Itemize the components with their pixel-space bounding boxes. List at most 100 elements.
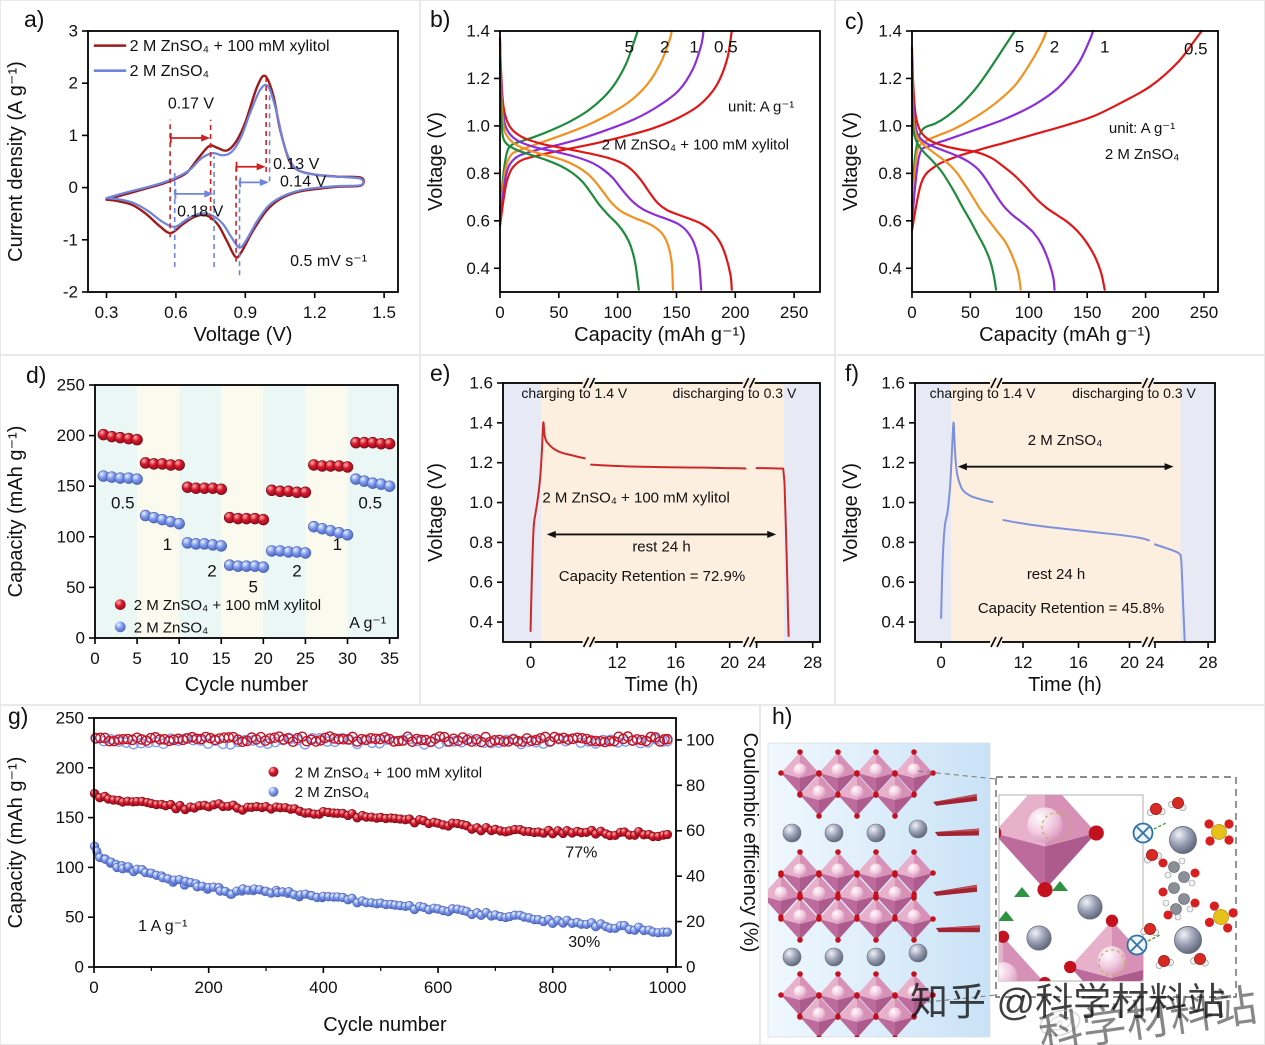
svg-text:150: 150: [56, 808, 84, 827]
chart-f-rest-baseline: charging to 1.4 V discharging to 0.3 V 2 M…: [840, 374, 1218, 697]
svg-text:15: 15: [212, 649, 231, 668]
svg-text:1.0: 1.0: [469, 493, 493, 512]
svg-text:100: 100: [56, 858, 84, 877]
svg-text:1.4: 1.4: [881, 413, 905, 432]
panel-b-label: b): [430, 6, 451, 32]
svg-text:Capacity Retention = 45.8%: Capacity Retention = 45.8%: [978, 600, 1164, 617]
svg-text:0: 0: [526, 653, 535, 672]
svg-text:1000: 1000: [648, 978, 686, 997]
svg-text:0.3: 0.3: [95, 303, 119, 322]
svg-text:Cycle number: Cycle number: [185, 674, 309, 696]
svg-text:1.4: 1.4: [466, 22, 490, 41]
svg-text:2 M ZnSO₄: 2 M ZnSO₄: [130, 63, 209, 80]
svg-text:0: 0: [76, 629, 85, 648]
svg-text:0: 0: [69, 178, 78, 197]
svg-text:100: 100: [57, 527, 85, 546]
svg-text:1.6: 1.6: [469, 374, 493, 393]
chart-g-cycling: 1 A g⁻¹ 77% 30% 2 M ZnSO₄ + 100 mM xylitol 2…: [5, 709, 760, 1037]
svg-text:-1: -1: [63, 230, 78, 249]
panel-a-cv-curves: 0.17 V 0.18 V 0.13 V 0.14 V 0.5 mV s⁻¹ 2 M Zn…: [0, 0, 420, 355]
svg-text:1.0: 1.0: [466, 116, 490, 135]
svg-text:Current density (A g⁻¹): Current density (A g⁻¹): [5, 61, 27, 262]
layered-crystal-structure: [767, 742, 991, 1038]
svg-text:2 M ZnSO₄ + 100 mM xylitol: 2 M ZnSO₄ + 100 mM xylitol: [295, 764, 482, 781]
svg-text:2: 2: [292, 561, 301, 580]
panel-g-cycling-stability: 1 A g⁻¹ 77% 30% 2 M ZnSO₄ + 100 mM xylitol 2…: [0, 705, 760, 1045]
svg-text:unit: A g⁻¹: unit: A g⁻¹: [728, 99, 794, 116]
svg-text:0.6: 0.6: [164, 303, 188, 322]
svg-text:0: 0: [89, 978, 98, 997]
svg-text:35: 35: [380, 649, 399, 668]
svg-text:1.4: 1.4: [469, 413, 493, 432]
svg-text:1.6: 1.6: [881, 374, 905, 393]
svg-text:rest 24 h: rest 24 h: [632, 538, 690, 555]
svg-text:10: 10: [170, 649, 189, 668]
svg-text:Cycle number: Cycle number: [323, 1014, 447, 1036]
svg-text:20: 20: [254, 649, 273, 668]
panel-d-label: d): [26, 362, 47, 388]
svg-text:25: 25: [296, 649, 315, 668]
svg-text:0.8: 0.8: [878, 164, 902, 183]
svg-text:charging to 1.4 V: charging to 1.4 V: [521, 385, 628, 401]
svg-text:discharging to 0.3 V: discharging to 0.3 V: [1072, 385, 1196, 401]
svg-text:2 M ZnSO₄: 2 M ZnSO₄: [134, 619, 208, 636]
panel-e-self-discharge-xylitol: charging to 1.4 V discharging to 0.3 V 2 M…: [420, 355, 835, 705]
svg-text:0.6: 0.6: [878, 211, 902, 230]
svg-text:1: 1: [689, 37, 698, 56]
svg-text:2 M ZnSO₄ + 100 mM xylitol: 2 M ZnSO₄ + 100 mM xylitol: [130, 38, 330, 55]
svg-text:1.5: 1.5: [372, 303, 396, 322]
svg-text:16: 16: [666, 653, 685, 672]
svg-text:0.5: 0.5: [358, 493, 382, 512]
svg-text:200: 200: [721, 303, 749, 322]
svg-text:5: 5: [248, 577, 257, 596]
svg-text:unit: A g⁻¹: unit: A g⁻¹: [1109, 120, 1175, 137]
svg-text:2 M ZnSO₄ + 100 mM xylitol: 2 M ZnSO₄ + 100 mM xylitol: [542, 490, 729, 507]
svg-text:1.2: 1.2: [469, 453, 493, 472]
svg-text:rest 24 h: rest 24 h: [1027, 566, 1085, 583]
svg-text:100: 100: [1015, 303, 1043, 322]
svg-text:-2: -2: [63, 283, 78, 302]
svg-text:Voltage (V): Voltage (V): [840, 112, 862, 211]
svg-text:Voltage (V): Voltage (V): [194, 324, 293, 346]
chart-b-gcd-xylitol: 5 2 1 0.5 unit: A g⁻¹ 2 M ZnSO₄ + 100 mM xyli…: [425, 22, 821, 346]
svg-text:2: 2: [1050, 37, 1059, 56]
svg-text:5: 5: [1015, 37, 1024, 56]
svg-text:Voltage (V): Voltage (V): [425, 112, 447, 211]
svg-text:5: 5: [132, 649, 141, 668]
svg-text:1.0: 1.0: [881, 493, 905, 512]
svg-text:Voltage (V): Voltage (V): [425, 463, 447, 562]
svg-text:0.5: 0.5: [714, 37, 738, 56]
svg-text:0.14 V: 0.14 V: [280, 174, 327, 191]
svg-text:28: 28: [803, 653, 822, 672]
svg-text:0.17 V: 0.17 V: [168, 95, 215, 112]
svg-text:2: 2: [69, 74, 78, 93]
svg-text:50: 50: [66, 578, 85, 597]
svg-text:Time (h): Time (h): [1028, 674, 1102, 696]
xylitol-molecule: [1158, 857, 1200, 921]
svg-text:0.4: 0.4: [469, 613, 493, 632]
svg-text:2: 2: [207, 561, 216, 580]
svg-text:600: 600: [424, 978, 452, 997]
zoom-connector-bottom: [917, 994, 997, 1004]
svg-text:2 M ZnSO₄: 2 M ZnSO₄: [295, 784, 369, 801]
svg-text:200: 200: [57, 426, 85, 445]
svg-text:0.4: 0.4: [878, 259, 902, 278]
vacancy-marker-circle: [1098, 949, 1126, 977]
svg-text:A g⁻¹: A g⁻¹: [349, 615, 386, 632]
svg-text:200: 200: [194, 978, 222, 997]
green-vertex: [999, 911, 1014, 921]
svg-text:1 A g⁻¹: 1 A g⁻¹: [138, 918, 187, 935]
green-vertex: [1052, 881, 1068, 891]
svg-text:0.5: 0.5: [1184, 40, 1208, 59]
blocked-path-icon: [1126, 934, 1148, 956]
svg-text:150: 150: [1073, 303, 1101, 322]
svg-text:0.6: 0.6: [881, 573, 905, 592]
svg-text:Capacity Retention = 72.9%: Capacity Retention = 72.9%: [559, 568, 745, 585]
svg-text:1: 1: [1100, 37, 1109, 56]
svg-text:200: 200: [1131, 303, 1159, 322]
watermark: 知乎 @科学材料站 科学材料站: [910, 981, 1260, 1045]
svg-text:Capacity (mAh g⁻¹): Capacity (mAh g⁻¹): [5, 426, 27, 598]
svg-text:30: 30: [338, 649, 357, 668]
svg-text:Capacity (mAh g⁻¹): Capacity (mAh g⁻¹): [574, 324, 746, 346]
